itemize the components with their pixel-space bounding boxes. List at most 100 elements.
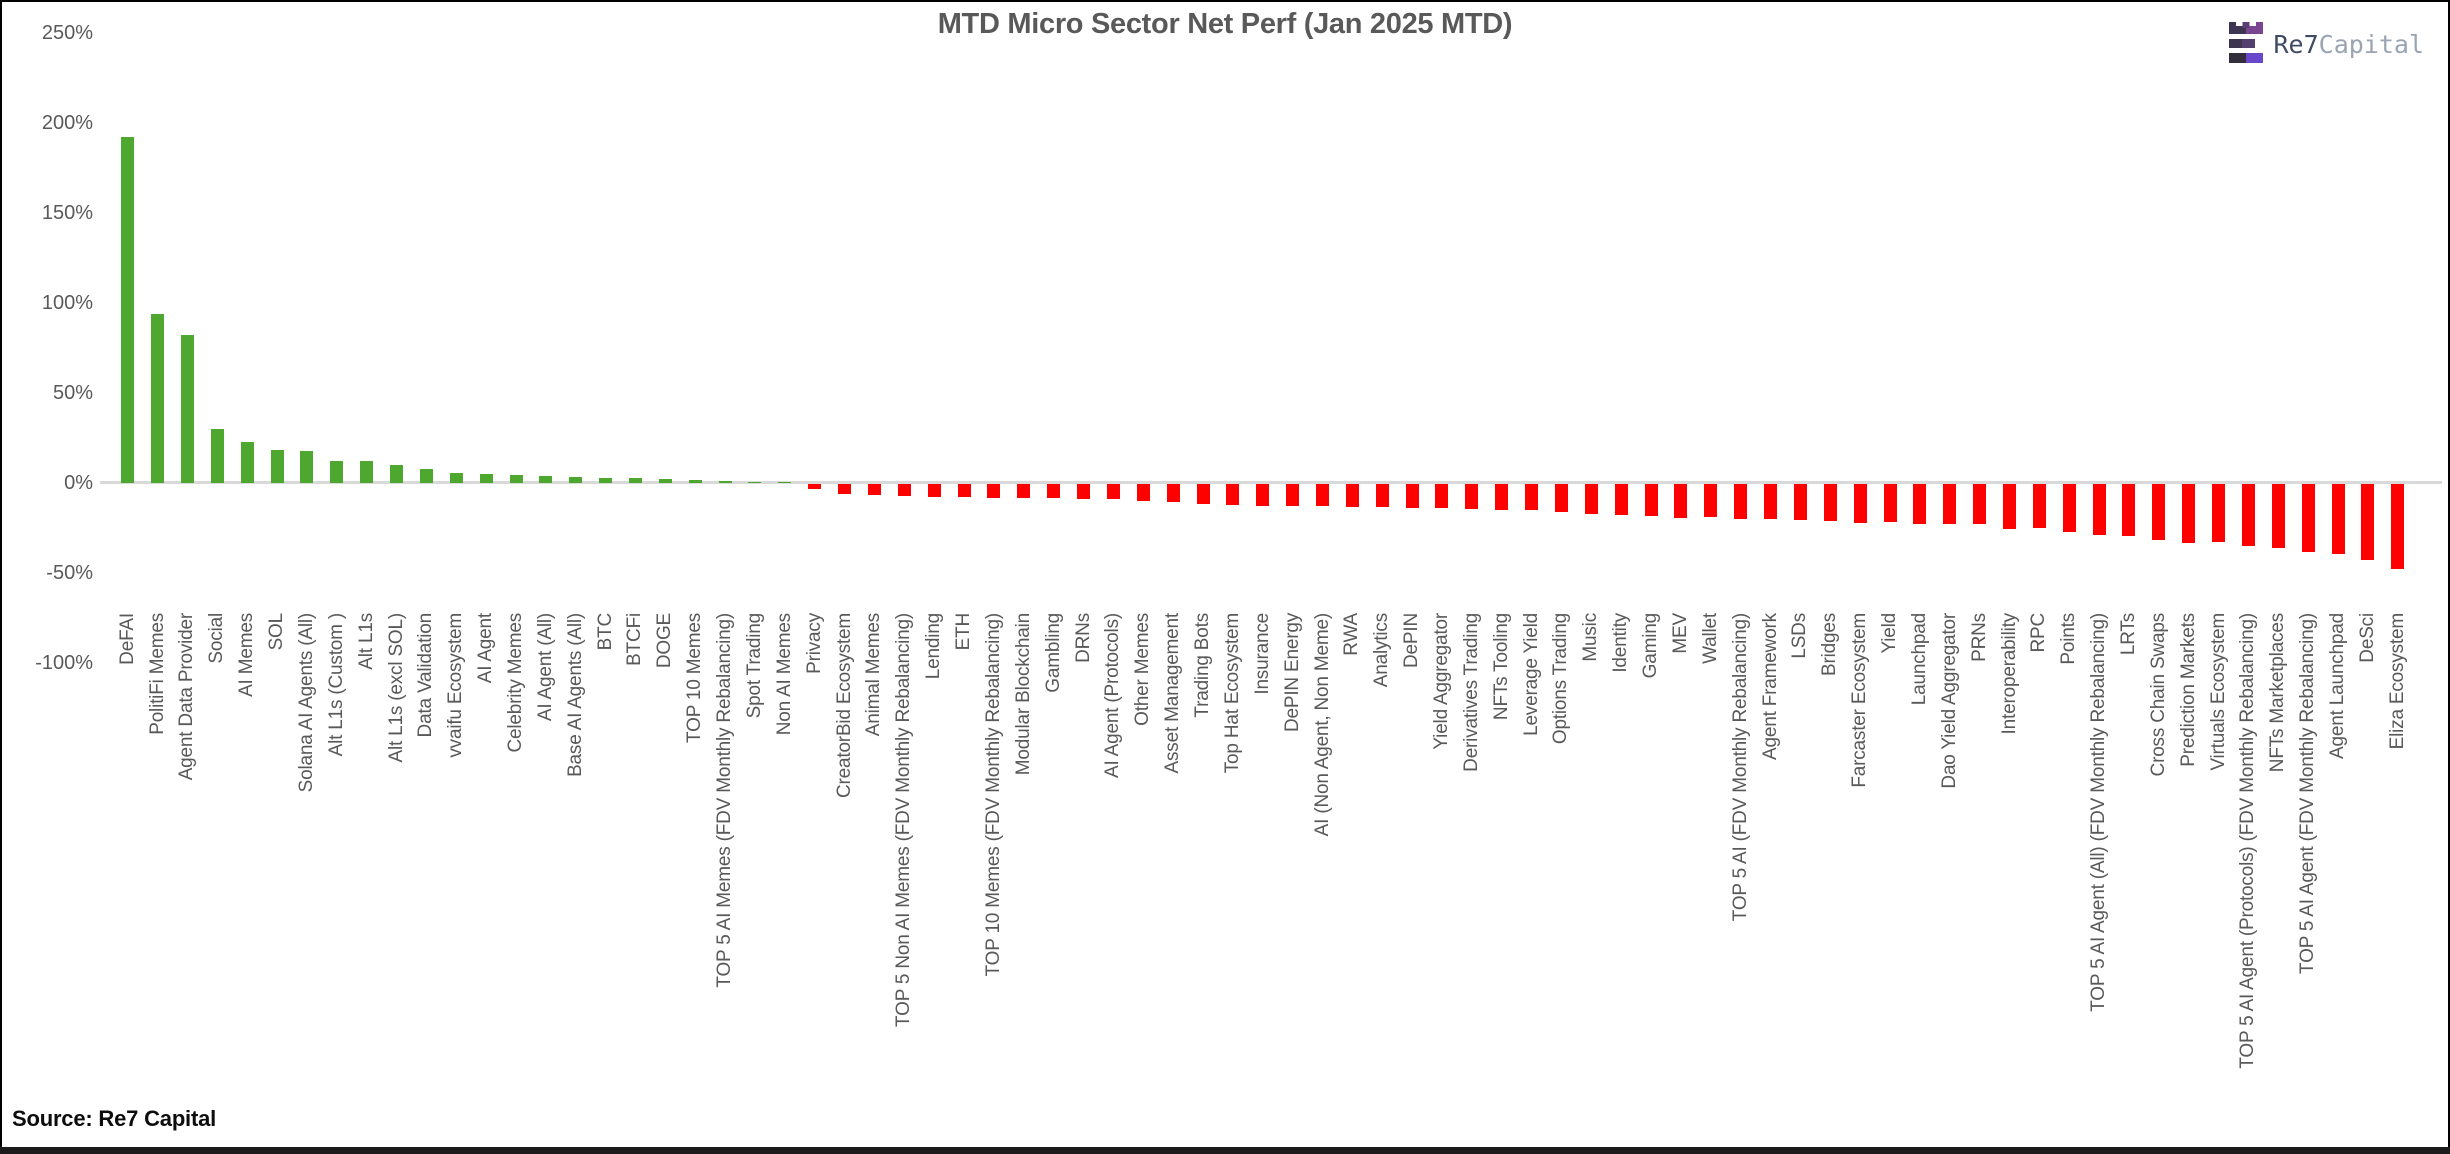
x-axis-label: TOP 5 Non AI Memes (FDV Monthly Rebalanc… bbox=[893, 613, 915, 1027]
bar bbox=[509, 474, 523, 483]
x-axis-label: Trading Bots bbox=[1192, 613, 1214, 718]
x-axis-label: Bridges bbox=[1819, 613, 1841, 677]
x-axis-label: ETH bbox=[953, 613, 975, 651]
x-axis-label: Alt L1s bbox=[355, 613, 377, 670]
bar bbox=[688, 480, 702, 483]
x-axis-label: DOGE bbox=[654, 613, 676, 669]
window-border-bottom bbox=[0, 1147, 2450, 1154]
x-axis-baseline bbox=[100, 481, 2442, 484]
bar bbox=[1465, 484, 1479, 510]
bar bbox=[1674, 484, 1688, 519]
y-axis-tick: 150% bbox=[41, 202, 93, 224]
x-axis-label: Yield bbox=[1879, 613, 1901, 654]
logo-text-re7: Re7 bbox=[2273, 30, 2319, 59]
bar bbox=[1525, 484, 1539, 511]
bar bbox=[180, 335, 194, 483]
x-axis-label: Animal Memes bbox=[863, 613, 885, 737]
bar bbox=[2271, 484, 2285, 548]
x-axis-label: TOP 5 AI Memes (FDV Monthly Rebalancing) bbox=[714, 613, 736, 988]
window-border-right bbox=[2448, 0, 2450, 1154]
x-axis-label: SOL bbox=[266, 613, 288, 651]
bar bbox=[1734, 484, 1748, 520]
x-axis-label: BTC bbox=[594, 613, 616, 651]
y-axis-tick: 250% bbox=[41, 22, 93, 44]
bar bbox=[1256, 484, 1270, 506]
chart-title: MTD Micro Sector Net Perf (Jan 2025 MTD) bbox=[937, 8, 1513, 40]
x-axis-label: NFTs Tooling bbox=[1490, 613, 1512, 721]
x-axis-label: Music bbox=[1580, 613, 1602, 662]
x-axis-label: Identity bbox=[1610, 613, 1632, 673]
x-axis-label: Farcaster Ecosystem bbox=[1849, 613, 1871, 788]
bar bbox=[1106, 484, 1120, 500]
x-axis-label: DePIN bbox=[1401, 613, 1423, 668]
bar bbox=[1823, 484, 1837, 521]
bar bbox=[778, 482, 792, 483]
x-axis-label: vvaifu Ecosystem bbox=[445, 613, 467, 758]
logo-text-capital: Capital bbox=[2318, 30, 2424, 59]
x-axis-label: TOP 5 AI Agent (All) (FDV Monthly Rebala… bbox=[2088, 613, 2110, 1012]
bar bbox=[748, 482, 762, 483]
bar bbox=[1913, 484, 1927, 524]
bar bbox=[1764, 484, 1778, 520]
bar bbox=[479, 474, 493, 483]
bar bbox=[1136, 484, 1150, 502]
bar bbox=[1316, 484, 1329, 506]
x-axis-label: Cross Chain Swaps bbox=[2147, 613, 2169, 777]
bar bbox=[1584, 484, 1598, 514]
bar bbox=[1704, 484, 1718, 518]
x-axis-label: DePIN Energy bbox=[1281, 613, 1303, 733]
bar bbox=[390, 465, 404, 483]
bar bbox=[1196, 484, 1210, 504]
bar bbox=[2062, 484, 2076, 532]
x-axis-label: CreatorBid Ecosystem bbox=[833, 613, 855, 799]
bar bbox=[121, 137, 135, 483]
source-note: Source: Re7 Capital bbox=[12, 1106, 217, 1131]
bar bbox=[300, 450, 314, 483]
x-axis-label: Options Trading bbox=[1550, 613, 1572, 745]
bar bbox=[419, 468, 433, 483]
bar bbox=[1644, 484, 1658, 516]
x-axis-label: AI (Non Agent, Non Meme) bbox=[1311, 613, 1333, 837]
x-axis-label: LRTs bbox=[2117, 613, 2139, 656]
bar bbox=[360, 461, 374, 483]
bar bbox=[1554, 484, 1568, 512]
bar bbox=[1973, 484, 1987, 524]
x-axis-label: Asset Management bbox=[1162, 613, 1184, 774]
bar bbox=[2152, 484, 2166, 540]
x-axis-label: Data Validation bbox=[415, 613, 437, 738]
bar bbox=[1375, 484, 1389, 508]
window-border-top bbox=[0, 0, 2450, 2]
x-axis-label: Agent Data Provider bbox=[176, 613, 198, 781]
x-axis-label: Agent Framework bbox=[1759, 613, 1781, 760]
x-axis-label: LSDs bbox=[1789, 613, 1811, 659]
bar bbox=[2032, 484, 2046, 529]
bar bbox=[1793, 484, 1807, 520]
bar bbox=[927, 484, 941, 497]
x-axis-label: Alt L1s (excl SOL) bbox=[385, 613, 407, 763]
bar bbox=[1286, 484, 1300, 506]
x-axis-label: RWA bbox=[1341, 613, 1363, 656]
bar bbox=[539, 475, 553, 483]
bar bbox=[2301, 484, 2315, 552]
window-border-left bbox=[0, 0, 2, 1154]
x-axis-label: DeFAI bbox=[116, 613, 138, 665]
x-axis-label: TOP 10 Memes (FDV Monthly Rebalancing) bbox=[982, 613, 1004, 977]
bar bbox=[897, 484, 911, 496]
bar bbox=[1345, 484, 1359, 507]
bar bbox=[1614, 484, 1628, 515]
bar bbox=[2361, 484, 2375, 560]
x-axis-label: Solana AI Agents (All) bbox=[295, 613, 317, 793]
bar bbox=[1017, 484, 1031, 499]
bar bbox=[2092, 484, 2106, 536]
bar bbox=[2003, 484, 2016, 529]
y-axis-tick: -50% bbox=[46, 562, 93, 584]
bar bbox=[838, 484, 852, 494]
x-axis-label: DeSci bbox=[2356, 613, 2378, 663]
bar bbox=[569, 476, 583, 483]
x-axis-label: AI Agent (All) bbox=[534, 613, 556, 722]
logo-wordmark: Re7Capital bbox=[2273, 22, 2424, 68]
bar bbox=[2212, 484, 2226, 542]
x-axis-label: AI Agent (Protocols) bbox=[1102, 613, 1124, 778]
bar bbox=[808, 484, 822, 489]
